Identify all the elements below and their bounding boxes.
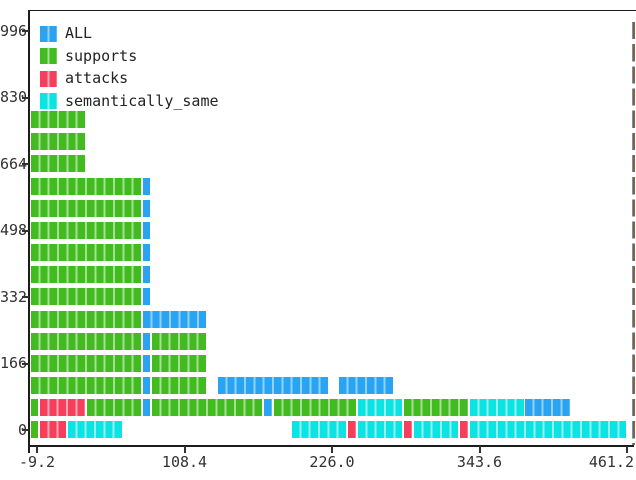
bar-segment-supports xyxy=(31,244,142,262)
x-tick-label: 343.6 xyxy=(456,453,503,471)
y-tick-mark xyxy=(21,30,29,32)
x-tick-mark xyxy=(478,446,481,453)
bar-segment-all xyxy=(217,377,328,395)
bar-segment-supports xyxy=(404,399,468,417)
supports-swatch-icon xyxy=(40,48,57,64)
y-axis-line xyxy=(28,9,30,453)
bar-segment-supports xyxy=(31,177,142,195)
bar-segment-all xyxy=(142,399,151,417)
bar-segment-all xyxy=(525,399,571,417)
x-tick-label: 108.4 xyxy=(161,453,208,471)
x-tick-mark xyxy=(36,446,38,453)
bar-segment-attacks xyxy=(40,421,67,439)
bar-segment-supports xyxy=(152,354,207,372)
y-tick-label: 332 xyxy=(0,287,28,306)
bar-segment-supports xyxy=(31,354,142,372)
x-tick-label: -9.2 xyxy=(18,453,56,471)
bar-segment-all xyxy=(142,310,207,328)
bar-segment-semantically_same xyxy=(292,421,347,439)
y-tick-label: 498 xyxy=(0,221,28,239)
bar-segment-supports xyxy=(31,332,142,350)
y-tick-mark xyxy=(21,296,29,298)
legend-label: semantically_same xyxy=(65,91,219,110)
plot-top-border xyxy=(29,9,636,11)
x-tick-mark xyxy=(183,446,186,453)
bar-segment-supports xyxy=(31,111,86,129)
x-tick-label: 226.0 xyxy=(309,453,355,471)
bar-segment-supports xyxy=(31,266,142,284)
bar-segment-supports xyxy=(31,133,86,151)
y-tick-label: 830 xyxy=(0,88,28,106)
bar-segment-attacks xyxy=(40,399,86,417)
bar-segment-supports xyxy=(152,377,207,395)
bar-segment-all xyxy=(142,332,151,350)
bar-segment-supports xyxy=(31,399,39,417)
bar-segment-supports xyxy=(152,399,263,417)
bar-segment-all xyxy=(338,377,393,395)
bar-segment-semantically_same xyxy=(357,399,403,417)
y-tick-label: 996 xyxy=(0,21,28,40)
y-tick-mark xyxy=(21,229,29,232)
bar-segment-supports xyxy=(273,399,356,417)
bar-segment-semantically_same xyxy=(68,421,123,439)
bar-segment-attacks xyxy=(404,421,412,439)
all-swatch-icon xyxy=(40,25,57,42)
x-tick-label: 461.2 xyxy=(588,453,634,471)
bar-segment-all xyxy=(142,244,151,262)
y-tick-label: 166 xyxy=(0,354,28,372)
y-tick-mark xyxy=(21,429,29,431)
plot-right-border-blue xyxy=(632,22,634,446)
attacks-swatch-icon xyxy=(40,70,57,87)
plot-right-border-brown xyxy=(633,22,636,446)
semantically-same-swatch-icon xyxy=(40,93,57,109)
bar-segment-supports xyxy=(31,288,142,306)
y-tick-mark xyxy=(21,362,29,365)
bar-segment-semantically_same xyxy=(357,421,403,439)
bar-segment-all xyxy=(142,288,151,306)
y-tick-label: 664 xyxy=(0,154,28,173)
legend-label: ALL xyxy=(65,24,93,42)
bar-segment-all xyxy=(142,177,151,195)
x-tick-mark xyxy=(331,446,333,453)
bar-segment-all xyxy=(142,354,151,372)
bar-segment-supports xyxy=(31,377,142,395)
bar-segment-attacks xyxy=(460,421,468,439)
legend-label: supports xyxy=(65,46,138,65)
bar-segment-attacks xyxy=(348,421,356,439)
bar-segment-supports xyxy=(31,155,86,173)
x-tick-mark xyxy=(626,446,628,453)
bar-segment-semantically_same xyxy=(469,399,524,417)
bar-segment-supports xyxy=(31,421,39,439)
bar-segment-all xyxy=(142,377,151,395)
bar-segment-all xyxy=(142,266,151,284)
bar-segment-all xyxy=(142,199,151,217)
bar-segment-supports xyxy=(31,221,142,239)
y-tick-mark xyxy=(21,163,29,165)
bar-segment-semantically_same xyxy=(469,421,627,439)
y-tick-mark xyxy=(21,96,29,99)
legend-label: attacks xyxy=(65,69,129,87)
bar-segment-supports xyxy=(86,399,142,417)
x-axis-line xyxy=(28,444,634,447)
bar-segment-semantically_same xyxy=(413,421,459,439)
bar-segment-supports xyxy=(152,332,207,350)
bar-segment-supports xyxy=(31,199,142,217)
bar-segment-all xyxy=(142,221,151,239)
bar-segment-all xyxy=(264,399,272,417)
bar-segment-supports xyxy=(31,310,142,328)
